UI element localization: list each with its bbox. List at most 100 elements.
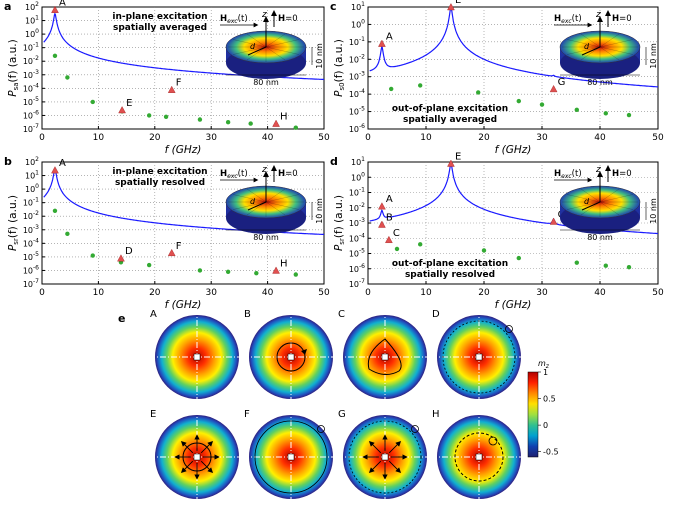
peak-label: D bbox=[125, 246, 133, 257]
mode-label: H bbox=[432, 409, 440, 420]
panel-letter: a bbox=[4, 0, 11, 13]
x-axis-label: f (GHz) bbox=[495, 299, 532, 311]
disc-mesh-line bbox=[580, 33, 601, 48]
disc-mesh-line bbox=[246, 46, 267, 61]
peak-label: G bbox=[558, 77, 566, 88]
data-point bbox=[65, 75, 70, 80]
mode-G: G bbox=[337, 409, 433, 505]
center-marker bbox=[475, 353, 483, 361]
static-field-label: H=0 bbox=[612, 169, 632, 179]
static-field-label: H=0 bbox=[278, 14, 298, 24]
radius-line bbox=[581, 201, 601, 211]
width-label: 80 nm bbox=[587, 233, 613, 242]
peak-marker bbox=[167, 85, 176, 93]
y-tick-label: 10-4 bbox=[349, 88, 365, 99]
x-tick-label: 50 bbox=[652, 288, 664, 298]
peak-label: B bbox=[386, 213, 393, 224]
plot-frame bbox=[367, 6, 659, 130]
height-label: 10 nm bbox=[315, 43, 324, 69]
disc-mesh-line bbox=[265, 201, 299, 210]
caption-line-2: spatially averaged bbox=[403, 115, 497, 125]
center-marker bbox=[193, 353, 201, 361]
x-axis-label: f (GHz) bbox=[495, 144, 532, 156]
peak-label: H bbox=[280, 258, 288, 269]
x-tick-label: 30 bbox=[536, 133, 548, 143]
disc-mesh-line bbox=[567, 201, 601, 210]
mode-B: B bbox=[243, 309, 339, 405]
outer-orbit bbox=[254, 420, 328, 494]
x-tick-label: 20 bbox=[478, 288, 490, 298]
data-point bbox=[90, 253, 95, 258]
peak-marker bbox=[51, 166, 59, 174]
x-tick-label: 50 bbox=[318, 133, 330, 143]
caption-line-2: spatially resolved bbox=[115, 178, 205, 188]
y-tick-label: 10-4 bbox=[23, 237, 39, 248]
center-marker bbox=[381, 453, 389, 461]
disc-mesh-line bbox=[599, 39, 633, 48]
y-axis-label: Psr(f) (a.u.) bbox=[333, 195, 346, 251]
data-point bbox=[476, 90, 481, 95]
panel-c: 0 10 20 30 40 50 f (GHz) 10-6 10-5 10-4 10-3 10-2 10… bbox=[330, 0, 664, 156]
orbit-arrow bbox=[301, 349, 307, 355]
panel-a: 0 10 20 30 40 50 f (GHz) 10-7 10-6 10-5 10-4 10-3 10… bbox=[4, 0, 330, 156]
caption-line-1: in-plane excitation bbox=[112, 167, 207, 177]
y-tick-label: 10-5 bbox=[349, 248, 365, 259]
dashed-orbit bbox=[454, 432, 504, 482]
x-axis-label: f (GHz) bbox=[165, 144, 202, 156]
center-marker bbox=[193, 453, 201, 461]
colorbar-tick-label: -0.5 bbox=[543, 448, 559, 457]
height-label: 10 nm bbox=[649, 198, 658, 224]
peak-label: E bbox=[455, 0, 461, 6]
static-field-label: H=0 bbox=[612, 14, 632, 24]
excitation-field-label: Hexc(t) bbox=[220, 14, 248, 25]
data-point bbox=[225, 269, 231, 274]
x-tick-label: 30 bbox=[205, 288, 217, 298]
panel-letter: b bbox=[4, 155, 12, 168]
x-tick-label: 20 bbox=[149, 133, 161, 143]
x-tick-label: 50 bbox=[652, 133, 664, 143]
radial-arrow bbox=[180, 440, 194, 454]
x-tick-label: 40 bbox=[594, 288, 606, 298]
y-tick-label: 10-5 bbox=[349, 106, 365, 117]
y-tick-label: 10-3 bbox=[349, 71, 365, 82]
data-point bbox=[248, 121, 253, 126]
peak-marker bbox=[378, 202, 386, 210]
inset-disc: z d Hexc(t) H=0 80 nm 10 nm bbox=[554, 165, 658, 242]
d-label: d bbox=[584, 42, 590, 51]
x-tick-label: 20 bbox=[478, 133, 490, 143]
data-point bbox=[516, 98, 521, 104]
caption-line-1: out-of-plane excitation bbox=[392, 259, 508, 269]
mode-E: E bbox=[149, 409, 245, 505]
x-tick-label: 0 bbox=[39, 288, 45, 298]
y-tick-label: 100 bbox=[351, 171, 365, 182]
radius-line bbox=[247, 46, 267, 56]
caption-line-2: spatially resolved bbox=[405, 270, 495, 280]
peak-label: A bbox=[59, 0, 66, 9]
data-point bbox=[90, 99, 95, 105]
data-point bbox=[163, 114, 169, 120]
y-tick-label: 10-7 bbox=[349, 278, 365, 289]
data-point bbox=[481, 248, 487, 253]
peak-marker bbox=[272, 266, 280, 274]
peak-marker bbox=[549, 217, 558, 225]
inset-disc: z d Hexc(t) H=0 80 nm 10 nm bbox=[220, 165, 324, 242]
disc-mesh-line bbox=[599, 194, 633, 203]
static-field-label: H=0 bbox=[278, 169, 298, 179]
x-tick-label: 20 bbox=[149, 288, 161, 298]
y-tick-label: 10-7 bbox=[23, 278, 39, 289]
center-marker bbox=[381, 353, 389, 361]
mode-label: D bbox=[432, 309, 440, 320]
center-marker bbox=[475, 453, 483, 461]
y-tick-label: 101 bbox=[25, 170, 39, 181]
data-point bbox=[516, 255, 521, 261]
disc-mesh-line bbox=[567, 194, 601, 203]
radius-line bbox=[247, 201, 267, 211]
height-label: 10 nm bbox=[315, 198, 324, 224]
data-point bbox=[626, 265, 632, 270]
disc-mesh-line bbox=[265, 188, 286, 203]
d-label: d bbox=[584, 197, 590, 206]
excitation-field-label: Hexc(t) bbox=[554, 169, 582, 180]
y-tick-label: 10-6 bbox=[23, 264, 39, 275]
mode-D: D bbox=[431, 309, 527, 405]
